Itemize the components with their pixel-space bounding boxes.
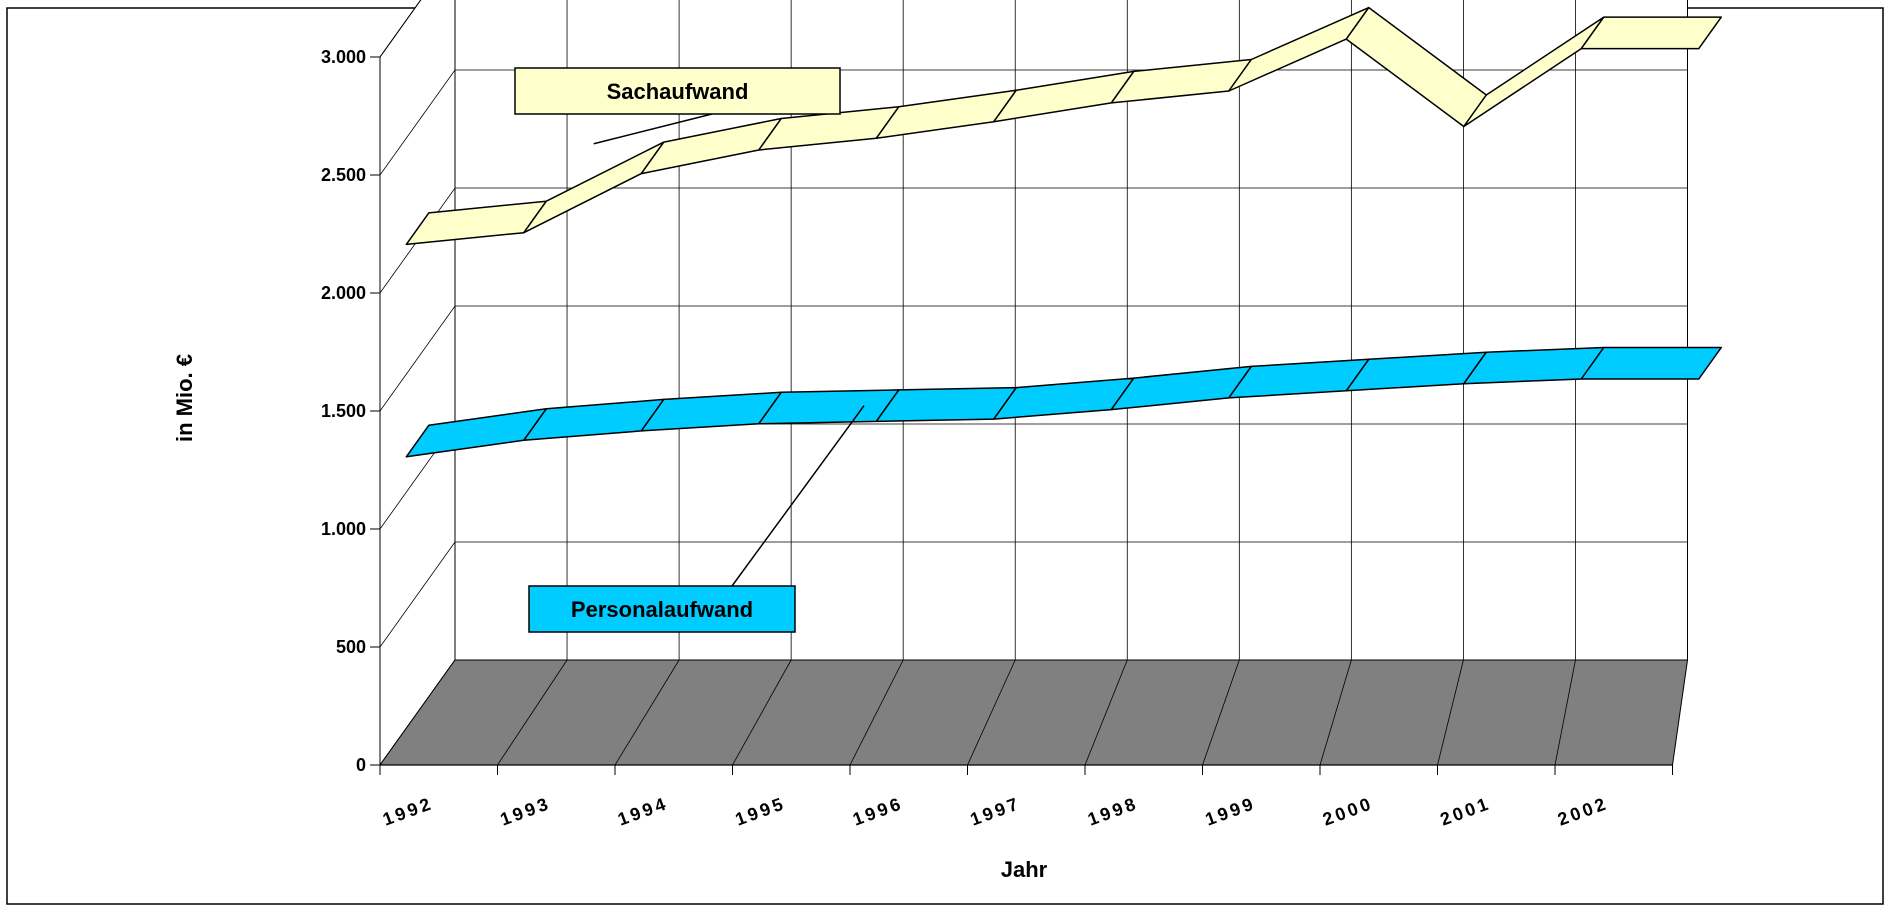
y-tick-label: 1.500 xyxy=(321,401,366,421)
ribbon-segment xyxy=(1580,346,1723,380)
floor-divider xyxy=(1554,659,1576,766)
y-axis-ticks: 0 500 1.000 1.500 2.000 2.500 3.000 xyxy=(321,47,380,775)
label-leader-line xyxy=(593,113,713,145)
series-label-box xyxy=(514,67,841,115)
series-personalaufwand xyxy=(405,346,1723,458)
floor-divider xyxy=(1202,659,1240,766)
y-tick-label: 2.500 xyxy=(321,165,366,185)
y-tick-label: 3.000 xyxy=(321,47,366,67)
floor-divider xyxy=(614,659,680,766)
series-group xyxy=(405,6,1723,458)
floor-divider xyxy=(849,659,904,766)
floor-divider xyxy=(967,659,1016,766)
series-label-box xyxy=(528,585,796,633)
series-labels: Sachaufwand Personalaufwand xyxy=(514,67,865,633)
y-tick-label: 0 xyxy=(356,755,366,775)
chart-floor xyxy=(379,659,1689,775)
floor-plane xyxy=(379,659,1689,766)
floor-divider xyxy=(1437,659,1464,766)
floor-divider xyxy=(497,659,568,766)
floor-divider xyxy=(1319,659,1352,766)
ribbon-segment xyxy=(1580,16,1723,50)
y-axis-title: in Mio. € xyxy=(172,354,197,442)
floor-divider xyxy=(1084,659,1128,766)
y-tick-label: 500 xyxy=(336,637,366,657)
series-label: Personalaufwand xyxy=(571,597,753,622)
y-tick-label: 2.000 xyxy=(321,283,366,303)
side-wall xyxy=(379,0,456,767)
floor-divider xyxy=(732,659,792,766)
chart-walls xyxy=(379,0,1688,767)
x-axis-title: Jahr xyxy=(1001,857,1048,882)
series-sachaufwand xyxy=(405,6,1723,246)
label-leader-line xyxy=(731,405,865,587)
y-tick-label: 1.000 xyxy=(321,519,366,539)
gridline-y xyxy=(379,0,422,58)
series-label: Sachaufwand xyxy=(607,79,749,104)
